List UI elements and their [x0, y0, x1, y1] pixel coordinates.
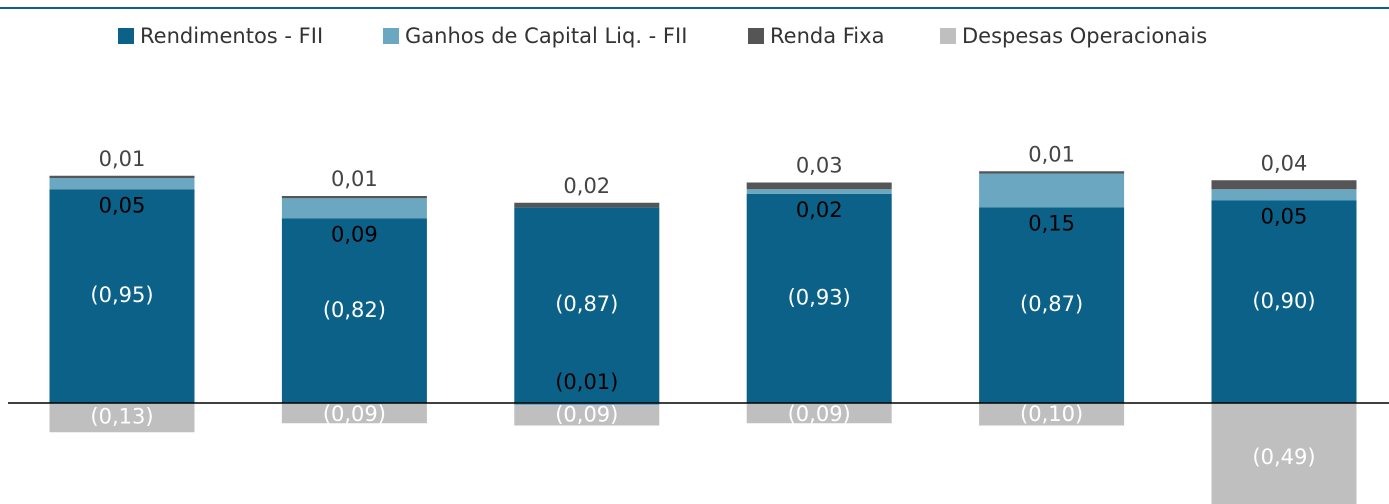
bar-segment [49, 175, 195, 178]
data-label: (0,82) [323, 298, 386, 322]
legend-swatch [748, 28, 764, 44]
bar-segment [49, 189, 195, 403]
data-label: (0,87) [1020, 292, 1083, 316]
data-label: 0,01 [99, 147, 146, 171]
legend-swatch [940, 28, 956, 44]
data-label: 0,01 [1028, 142, 1075, 166]
data-label: 0,15 [1028, 211, 1075, 235]
bar-segment [514, 405, 660, 426]
data-label: (0,90) [1252, 289, 1315, 313]
bar-segment [746, 193, 892, 403]
data-label: 0,04 [1261, 151, 1308, 175]
bar-segment [281, 218, 427, 403]
legend-swatch [118, 28, 134, 44]
bar-segment [1211, 180, 1357, 190]
bar-segment [746, 403, 892, 424]
data-label: (0,95) [90, 283, 153, 307]
bar-segment [979, 171, 1125, 174]
data-label: (0,09) [323, 402, 386, 426]
bar-segment [746, 182, 892, 190]
data-label: 0,01 [331, 167, 378, 191]
legend-label: Renda Fixa [770, 24, 884, 48]
data-label: 0,03 [796, 154, 843, 178]
data-label: 0,05 [1261, 205, 1308, 229]
bar-segment [514, 403, 660, 406]
data-label: (0,49) [1252, 445, 1315, 469]
bar-segment [979, 173, 1125, 208]
legend-swatch [383, 28, 399, 44]
data-label: 0,02 [796, 198, 843, 222]
bar-segment [1211, 403, 1357, 504]
data-label: (0,13) [90, 405, 153, 429]
legend-label: Despesas Operacionais [962, 24, 1207, 48]
bar-segment [514, 207, 660, 403]
legend-label: Ganhos de Capital Liq. - FII [405, 24, 687, 48]
bar-segment [281, 198, 427, 219]
bar-segment [281, 196, 427, 199]
bar-segment [1211, 200, 1357, 403]
data-label: 0,09 [331, 223, 378, 247]
data-label: 0,02 [563, 174, 610, 198]
data-label: (0,09) [555, 402, 618, 426]
bar-segment [281, 403, 427, 424]
data-label: (0,10) [1020, 402, 1083, 426]
data-label: (0,01) [555, 370, 618, 394]
bar-segment [49, 178, 195, 190]
bar-segment [49, 403, 195, 433]
data-label: (0,93) [788, 285, 851, 309]
data-label: 0,05 [99, 193, 146, 217]
bar-segment [746, 189, 892, 194]
bar-segment [514, 202, 660, 208]
bar-segment [1211, 189, 1357, 201]
bar-segment [979, 403, 1125, 426]
data-label: (0,87) [555, 292, 618, 316]
legend-label: Rendimentos - FII [140, 24, 323, 48]
bar-segment [979, 207, 1125, 403]
data-label: (0,09) [788, 402, 851, 426]
